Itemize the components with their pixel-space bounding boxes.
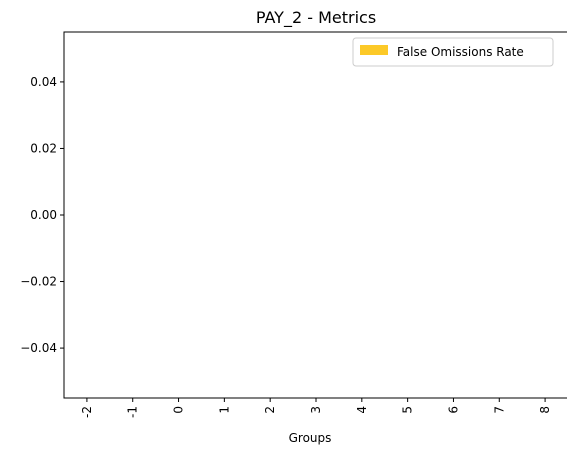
y-tick-label: 0.00 <box>30 208 57 222</box>
plot-area <box>63 31 567 399</box>
y-axis: 0.04 0.02 0.00 −0.02 −0.04 <box>20 75 64 355</box>
x-tick-label: 5 <box>401 406 415 414</box>
x-tick-label: 7 <box>492 406 506 414</box>
x-tick-label: -1 <box>126 406 140 418</box>
chart-title: PAY_2 - Metrics <box>256 8 376 28</box>
legend-box <box>352 37 554 67</box>
x-tick-label: -2 <box>80 406 94 418</box>
legend-swatch <box>360 45 388 55</box>
y-tick-label: 0.04 <box>30 75 57 89</box>
x-tick-label: 2 <box>263 406 277 414</box>
x-tick-label: 8 <box>538 406 552 414</box>
x-tick-label: 3 <box>309 406 323 414</box>
x-tick-label: 0 <box>172 406 186 414</box>
y-tick-label: 0.02 <box>30 141 57 155</box>
y-tick-label: −0.04 <box>20 341 57 355</box>
x-axis: -2 -1 0 1 2 3 4 5 6 7 8 <box>80 398 552 418</box>
x-axis-label: Groups <box>289 431 332 445</box>
x-tick-label: 1 <box>217 406 231 414</box>
legend-label: False Omissions Rate <box>397 45 524 59</box>
x-tick-label: 6 <box>446 406 460 414</box>
legend: False Omissions Rate <box>352 37 554 67</box>
x-tick-label: 4 <box>355 406 369 414</box>
y-tick-label: −0.02 <box>20 275 57 289</box>
